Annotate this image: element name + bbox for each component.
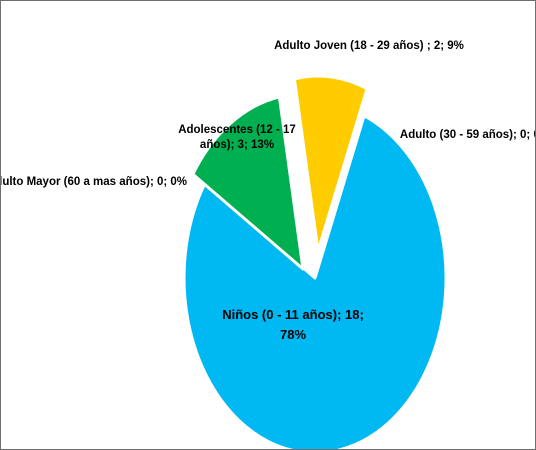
slice-label-line: Adolescentes (12 - 17	[178, 124, 296, 136]
slice-label-line: Niños (0 - 11 años); 18;	[222, 307, 364, 322]
slice-label-line: Adulto Mayor (60 a mas años); 0; 0%	[1, 176, 187, 188]
slice-label-4: Adulto (30 - 59 años); 0; 0%	[400, 129, 535, 141]
slices-layer	[182, 74, 448, 449]
pie-slice-2	[191, 95, 305, 271]
pie-slice-3	[292, 74, 369, 253]
slice-label-line: 78%	[280, 327, 306, 342]
slice-label-2: Adolescentes (12 - 17 años); 3; 13%	[178, 124, 296, 151]
slice-label-line: Adulto (30 - 59 años); 0; 0%	[400, 129, 535, 141]
slice-label-line: Adulto Joven (18 - 29 años) ; 2; 9%	[274, 40, 464, 52]
slice-label-1: Niños (0 - 11 años); 18; 78%	[222, 307, 364, 342]
pie-slice-1	[182, 114, 448, 449]
slice-label-3: Adulto Joven (18 - 29 años) ; 2; 9%	[274, 40, 464, 52]
labels-layer: Niños (0 - 11 años); 18; 78% Adolescentes …	[1, 40, 535, 342]
slice-label-line: años); 3; 13%	[200, 139, 274, 151]
slice-label-5: Adulto Mayor (60 a mas años); 0; 0%	[1, 176, 187, 188]
